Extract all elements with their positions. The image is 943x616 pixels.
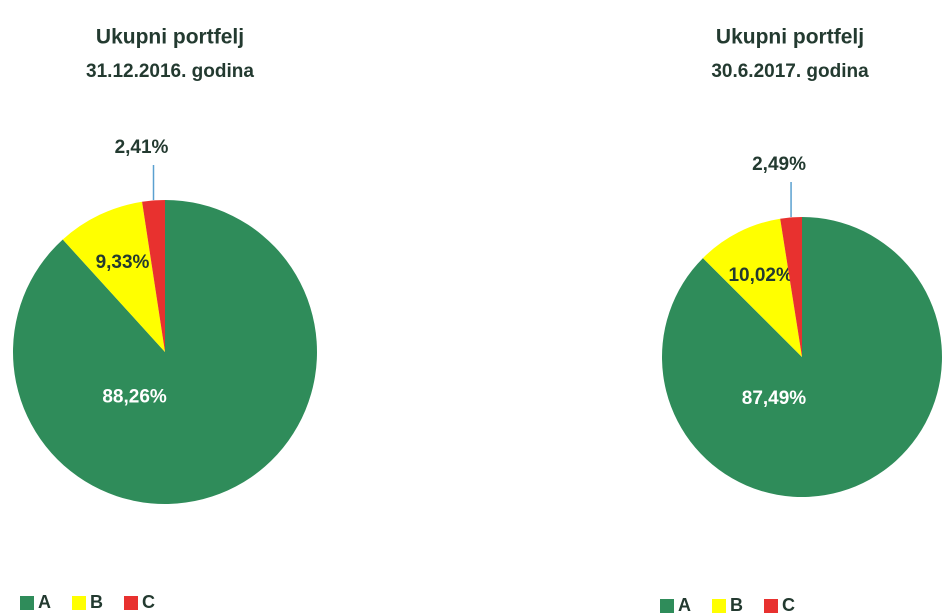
slice-label: 10,02% <box>728 265 793 286</box>
slice-label: 87,49% <box>742 388 807 409</box>
pie-slice <box>780 217 802 357</box>
legend-swatch <box>124 596 138 610</box>
pie-slice <box>62 201 166 352</box>
chart-title: Ukupni portfelj <box>716 26 864 49</box>
pie-slice <box>142 200 165 352</box>
chart-title: Ukupni portfelj <box>96 26 244 49</box>
legend-swatch <box>72 596 86 610</box>
pie-slice <box>702 218 802 357</box>
legend-label: B <box>730 595 743 615</box>
legend-swatch <box>20 596 34 610</box>
legend-label: A <box>38 592 51 612</box>
slice-label: 88,26% <box>102 387 167 408</box>
legend-swatch <box>712 599 726 613</box>
legend-swatch <box>764 599 778 613</box>
pie-slice <box>12 200 317 504</box>
legend-label: C <box>782 595 795 615</box>
legend-label: C <box>142 592 155 612</box>
slice-label: 2,41% <box>115 137 169 158</box>
chart-subtitle: 31.12.2016. godina <box>86 61 254 82</box>
slice-label: 2,49% <box>752 154 806 175</box>
chart-subtitle: 30.6.2017. godina <box>711 61 869 82</box>
legend-label: A <box>678 595 691 615</box>
slice-label: 9,33% <box>96 252 150 273</box>
legend-swatch <box>660 599 674 613</box>
legend-label: B <box>90 592 103 612</box>
